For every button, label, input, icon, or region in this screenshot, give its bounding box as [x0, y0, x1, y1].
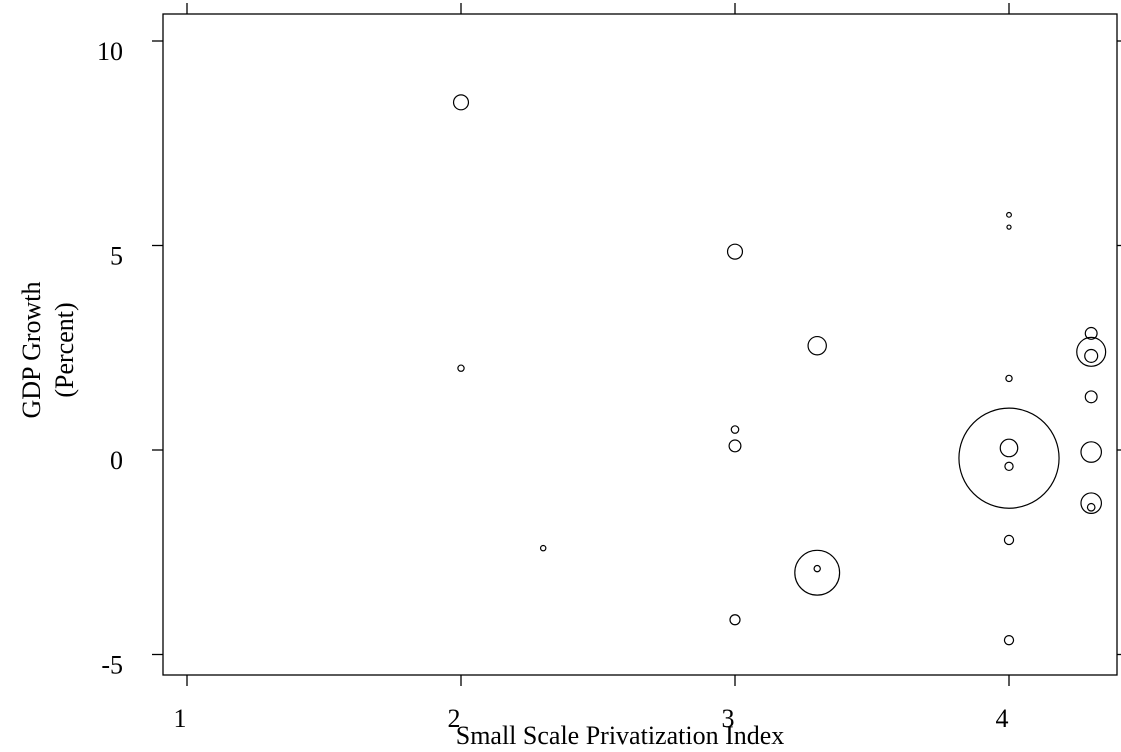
data-point: [1080, 441, 1103, 463]
y-axis-title-line-1: GDP Growth: [17, 282, 46, 419]
x-tick-label: 3: [722, 704, 735, 733]
y-tick-label: 10: [97, 37, 123, 66]
y-tick-label: 0: [110, 446, 123, 475]
data-point: [457, 364, 465, 372]
axis-ticks: [152, 3, 1121, 686]
data-point: [807, 335, 827, 356]
data-points: [452, 94, 1107, 646]
data-point: [794, 549, 841, 596]
data-point: [1080, 492, 1103, 514]
data-point: [728, 439, 742, 453]
data-point: [1084, 348, 1099, 363]
y-axis-title-line-2: (Percent): [50, 302, 79, 397]
data-point: [1084, 390, 1098, 404]
data-point: [1005, 374, 1013, 383]
data-point: [539, 544, 547, 552]
x-tick-label: 2: [448, 704, 461, 733]
data-point: [1084, 326, 1098, 340]
x-tick-label: 4: [996, 704, 1009, 733]
data-point: [1006, 211, 1012, 218]
data-point: [1003, 534, 1015, 546]
x-axis-title: Small Scale Privatization Index: [456, 721, 785, 750]
data-point: [729, 614, 741, 626]
data-point: [1004, 461, 1014, 472]
data-point: [813, 564, 821, 573]
y-tick-label: -5: [101, 651, 123, 680]
data-point: [958, 407, 1060, 509]
data-point: [452, 94, 470, 111]
data-point: [999, 438, 1019, 458]
data-point: [1086, 502, 1096, 512]
y-axis-title: GDP Growth (Percent): [17, 282, 79, 419]
y-tick-label: 5: [110, 242, 123, 271]
plot-frame: [162, 13, 1118, 676]
data-point: [730, 425, 740, 434]
x-tick-label: 1: [174, 704, 187, 733]
data-point: [1076, 336, 1107, 367]
data-point: [726, 243, 744, 260]
data-point: [1003, 635, 1015, 646]
data-point: [1006, 224, 1012, 230]
tick-labels: 1 2 3 4 -5 0 5 10: [97, 37, 1009, 733]
